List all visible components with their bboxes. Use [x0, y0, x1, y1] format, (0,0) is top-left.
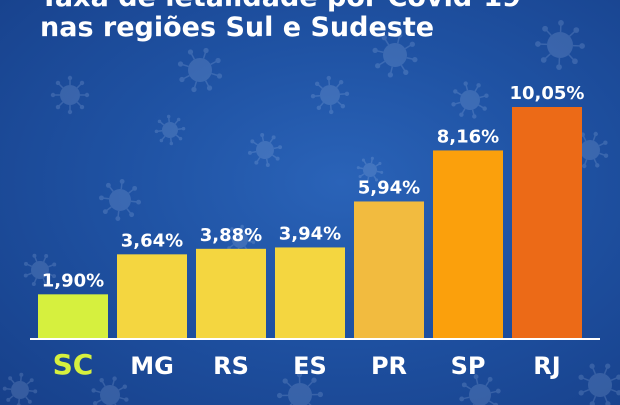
- virus-icon: [310, 75, 350, 115]
- category-label-rj: RJ: [533, 352, 560, 380]
- virus-icon: [459, 374, 501, 405]
- category-labels-group: SC MG RS ES PR SP RJ: [53, 348, 561, 381]
- bars-group: [38, 107, 582, 338]
- value-label-pr: 5,94%: [358, 177, 420, 198]
- virus-icon: [356, 156, 384, 184]
- bar-es: [275, 247, 345, 338]
- virus-icon: [571, 131, 609, 169]
- virus-icon: [177, 47, 223, 93]
- category-label-rs: RS: [213, 352, 249, 380]
- bar-rs: [196, 248, 266, 338]
- virus-icon: [50, 75, 90, 115]
- virus-icon: [154, 114, 186, 146]
- virus-icon: [372, 32, 418, 78]
- bar-sp: [433, 150, 503, 338]
- bar-mg: [117, 254, 187, 338]
- value-labels-group: 1,90% 3,64% 3,88% 3,94% 5,94% 8,16% 10,05%: [42, 83, 585, 291]
- virus-icon: [535, 20, 585, 70]
- value-label-sp: 8,16%: [437, 126, 499, 147]
- virus-icon: [99, 179, 141, 221]
- virus-icon: [276, 371, 324, 405]
- category-label-pr: PR: [371, 352, 407, 380]
- chart-title-line-1: Taxa de letalidade por Covid-19: [40, 0, 521, 14]
- virus-icon: [451, 81, 489, 119]
- bar-sc: [38, 294, 108, 338]
- virus-icon: [2, 372, 38, 405]
- value-label-es: 3,94%: [279, 223, 341, 244]
- virus-icon: [247, 132, 283, 168]
- value-label-sc: 1,90%: [42, 270, 104, 291]
- virus-icon: [23, 253, 57, 287]
- bar-pr: [354, 201, 424, 338]
- chart-title-line-2: nas regiões Sul e Sudeste: [40, 12, 435, 43]
- category-label-sp: SP: [451, 352, 486, 380]
- virus-icon: [578, 363, 620, 405]
- value-label-rs: 3,88%: [200, 225, 262, 246]
- value-label-mg: 3,64%: [121, 230, 183, 251]
- category-label-es: ES: [293, 352, 327, 380]
- value-label-rj: 10,05%: [510, 83, 585, 104]
- bar-rj: [512, 107, 582, 338]
- category-label-sc: SC: [53, 348, 94, 381]
- category-label-mg: MG: [130, 352, 174, 380]
